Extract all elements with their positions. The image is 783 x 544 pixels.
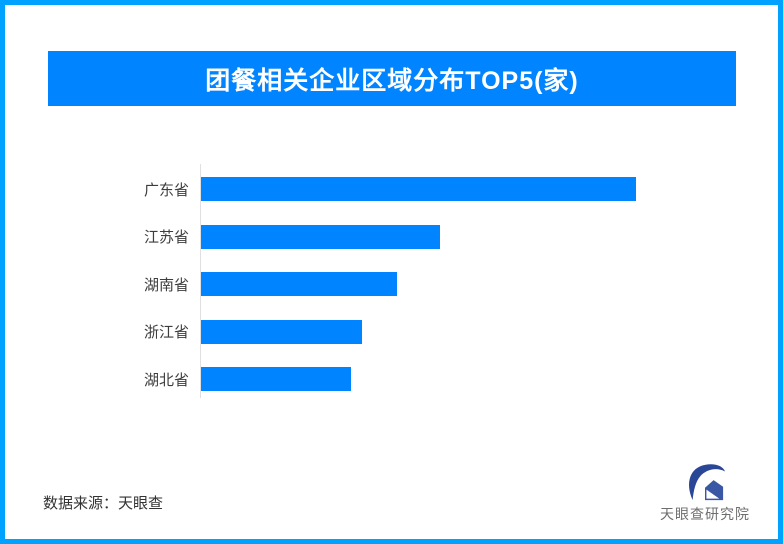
tianyancha-eye-icon — [689, 464, 725, 501]
category-label: 浙江省 — [143, 324, 189, 341]
category-label: 广东省 — [143, 181, 189, 199]
title-banner: 团餐相关企业区域分布TOP5(家) — [48, 51, 736, 106]
bar-row: 广东省 — [5, 177, 778, 201]
bar-rows: 广东省江苏省湖南省浙江省湖北省 — [5, 164, 778, 391]
category-label: 湖南省 — [143, 276, 189, 294]
bar — [201, 224, 440, 249]
bar-row: 湖北省 — [5, 367, 778, 391]
bar-row: 江苏省 — [5, 224, 778, 249]
bar-row: 浙江省 — [5, 319, 778, 344]
logo-caption: 天眼查研究院 — [660, 506, 750, 522]
bar — [201, 319, 362, 344]
bar — [201, 367, 351, 391]
bar-row: 湖南省 — [5, 272, 778, 296]
bar — [201, 272, 397, 296]
tianyancha-logo: 天眼查研究院 — [653, 462, 757, 524]
data-source-note: 数据来源：天眼查 — [43, 495, 164, 512]
category-label: 江苏省 — [143, 229, 189, 246]
bar-chart: 广东省江苏省湖南省浙江省湖北省 — [5, 164, 778, 398]
category-label: 湖北省 — [143, 371, 189, 389]
y-axis-line — [200, 164, 201, 398]
bar — [201, 177, 636, 201]
page-title: 团餐相关企业区域分布TOP5(家) — [205, 66, 579, 95]
